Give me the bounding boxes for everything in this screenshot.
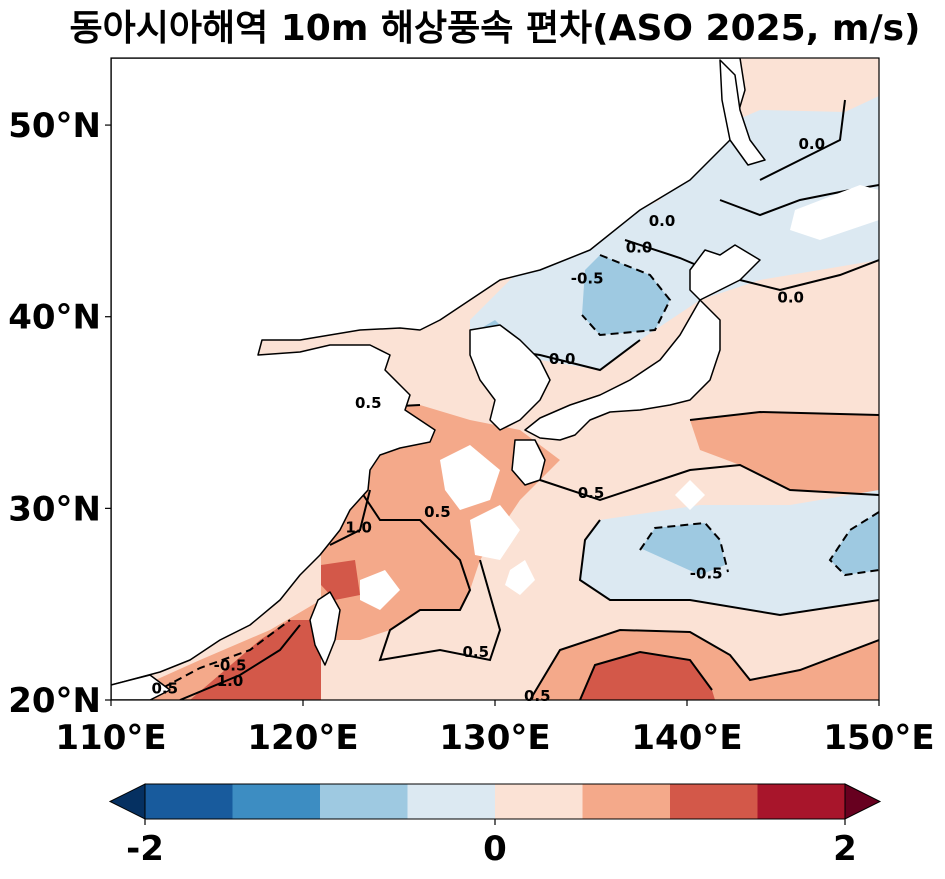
colorbar-segment	[320, 784, 408, 819]
colorbar-segment	[670, 784, 758, 819]
contour-label: 0.5	[355, 394, 382, 412]
y-tick-label: 20°N	[8, 681, 101, 721]
contour-label: 1.0	[217, 672, 244, 690]
colorbar-segment	[583, 784, 671, 819]
contour-label: -0.5	[690, 565, 723, 583]
y-tick-label: 40°N	[8, 298, 101, 338]
x-tick-label: 150°E	[823, 718, 934, 758]
colorbar-segment	[408, 784, 496, 819]
contour-label: 0.0	[777, 289, 804, 307]
contour-label: 0.0	[799, 135, 826, 153]
contour-label: 0.5	[151, 680, 178, 698]
contour-label: -0.5	[571, 269, 604, 287]
colorbar-segment	[145, 784, 233, 819]
colorbar-segment	[233, 784, 321, 819]
colorbar-segment	[495, 784, 583, 819]
x-tick-label: 140°E	[631, 718, 742, 758]
colorbar-tick-label: 2	[833, 829, 857, 869]
contour-label: 0.5	[578, 484, 605, 502]
x-tick-label: 130°E	[439, 718, 550, 758]
y-tick-label: 50°N	[8, 106, 101, 146]
contour-label: 0.0	[626, 239, 653, 257]
contour-label: 0.5	[524, 687, 551, 705]
colorbar: -2 0 2	[110, 784, 880, 869]
contour-label: 0.0	[549, 350, 576, 368]
colorbar-tick-label: -2	[126, 829, 164, 869]
contour-label: 0.5	[424, 503, 451, 521]
y-tick-label: 30°N	[8, 489, 101, 529]
map-panel	[111, 58, 879, 700]
colorbar-extend-high	[845, 784, 880, 819]
map-title: 동아시아해역 10m 해상풍속 편차(ASO 2025, m/s)	[70, 8, 921, 49]
contour-label: 0.0	[649, 212, 676, 230]
contour-label: 0.5	[463, 643, 490, 661]
contour-label: 1.0	[345, 519, 372, 537]
colorbar-segment	[758, 784, 846, 819]
x-tick-label: 110°E	[55, 718, 166, 758]
x-tick-label: 120°E	[247, 718, 358, 758]
colorbar-tick-label: 0	[483, 829, 507, 869]
colorbar-extend-low	[110, 784, 145, 819]
